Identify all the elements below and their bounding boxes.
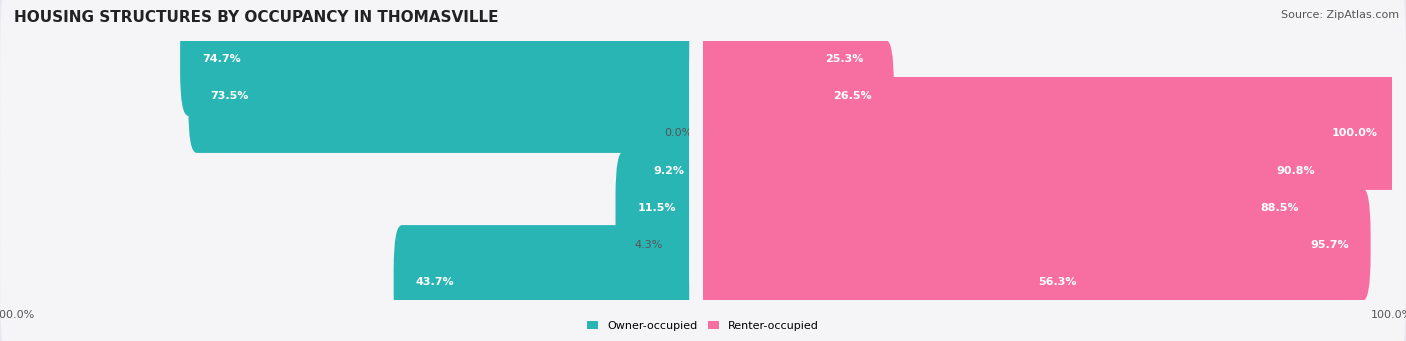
Text: 90.8%: 90.8% bbox=[1277, 165, 1315, 176]
FancyBboxPatch shape bbox=[616, 151, 711, 264]
Text: Single Unit, Attached: Single Unit, Attached bbox=[710, 91, 828, 102]
FancyBboxPatch shape bbox=[0, 0, 717, 149]
Text: Source: ZipAtlas.com: Source: ZipAtlas.com bbox=[1281, 10, 1399, 20]
Text: 88.5%: 88.5% bbox=[1260, 203, 1299, 212]
Text: 43.7%: 43.7% bbox=[416, 277, 454, 286]
FancyBboxPatch shape bbox=[689, 44, 1406, 223]
Text: HOUSING STRUCTURES BY OCCUPANCY IN THOMASVILLE: HOUSING STRUCTURES BY OCCUPANCY IN THOMA… bbox=[14, 10, 499, 25]
FancyBboxPatch shape bbox=[0, 81, 717, 260]
Text: Single Unit, Detached: Single Unit, Detached bbox=[710, 55, 831, 64]
FancyBboxPatch shape bbox=[689, 155, 1406, 334]
Text: 11.5%: 11.5% bbox=[637, 203, 676, 212]
FancyBboxPatch shape bbox=[695, 114, 1337, 227]
FancyBboxPatch shape bbox=[695, 225, 1099, 338]
Text: 3 or 4 Unit Apartments: 3 or 4 Unit Apartments bbox=[710, 165, 838, 176]
Text: 2 Unit Apartments: 2 Unit Apartments bbox=[710, 129, 813, 138]
Text: 5 to 9 Unit Apartments: 5 to 9 Unit Apartments bbox=[710, 203, 838, 212]
FancyBboxPatch shape bbox=[188, 40, 711, 153]
Text: 10 or more Apartments: 10 or more Apartments bbox=[710, 239, 841, 250]
FancyBboxPatch shape bbox=[689, 0, 1406, 149]
FancyBboxPatch shape bbox=[631, 114, 711, 227]
Legend: Owner-occupied, Renter-occupied: Owner-occupied, Renter-occupied bbox=[582, 316, 824, 336]
FancyBboxPatch shape bbox=[0, 44, 717, 223]
FancyBboxPatch shape bbox=[695, 40, 894, 153]
FancyBboxPatch shape bbox=[689, 7, 1406, 186]
Text: 25.3%: 25.3% bbox=[825, 55, 863, 64]
Text: 56.3%: 56.3% bbox=[1039, 277, 1077, 286]
FancyBboxPatch shape bbox=[695, 3, 886, 116]
Text: Mobile Home / Other: Mobile Home / Other bbox=[710, 277, 825, 286]
Text: 26.5%: 26.5% bbox=[834, 91, 872, 102]
FancyBboxPatch shape bbox=[695, 151, 1322, 264]
FancyBboxPatch shape bbox=[394, 225, 711, 338]
Text: 74.7%: 74.7% bbox=[202, 55, 240, 64]
Text: 9.2%: 9.2% bbox=[654, 165, 685, 176]
FancyBboxPatch shape bbox=[695, 77, 1400, 190]
FancyBboxPatch shape bbox=[689, 118, 1406, 297]
FancyBboxPatch shape bbox=[665, 188, 711, 301]
FancyBboxPatch shape bbox=[695, 188, 1371, 301]
FancyBboxPatch shape bbox=[0, 118, 717, 297]
FancyBboxPatch shape bbox=[180, 3, 711, 116]
Text: 0.0%: 0.0% bbox=[665, 129, 693, 138]
Text: 95.7%: 95.7% bbox=[1310, 239, 1348, 250]
FancyBboxPatch shape bbox=[689, 192, 1406, 341]
Text: 4.3%: 4.3% bbox=[634, 239, 664, 250]
FancyBboxPatch shape bbox=[0, 7, 717, 186]
FancyBboxPatch shape bbox=[0, 155, 717, 334]
FancyBboxPatch shape bbox=[0, 192, 717, 341]
Text: 100.0%: 100.0% bbox=[1331, 129, 1378, 138]
Text: 73.5%: 73.5% bbox=[211, 91, 249, 102]
FancyBboxPatch shape bbox=[689, 81, 1406, 260]
